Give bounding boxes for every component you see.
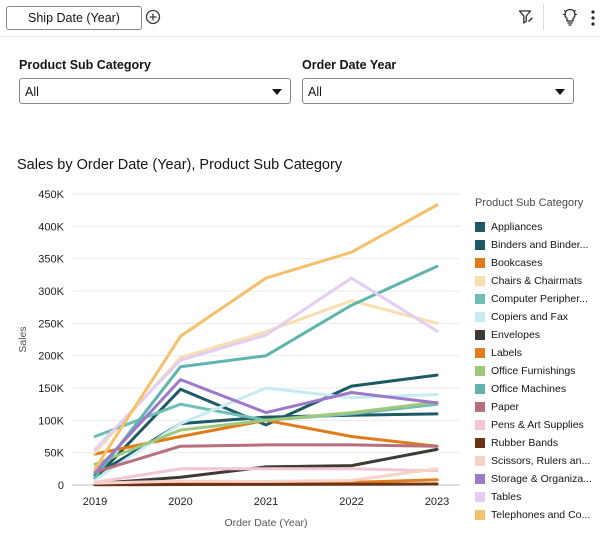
legend-label: Rubber Bands (491, 437, 559, 449)
bulb-icon[interactable] (562, 8, 578, 26)
legend-item-chairs-chairmats[interactable]: Chairs & Chairmats (475, 272, 600, 290)
order-date-year-label: Order Date Year (302, 58, 397, 72)
legend-item-paper[interactable]: Paper (475, 398, 600, 416)
legend-label: Appliances (491, 221, 543, 233)
legend-item-pens-art-supplies[interactable]: Pens & Art Supplies (475, 416, 600, 434)
legend-swatch (475, 276, 485, 286)
legend-swatch (475, 240, 485, 250)
product-sub-category-value: All (25, 85, 39, 99)
legend-item-envelopes[interactable]: Envelopes (475, 326, 600, 344)
legend-item-scissors-rulers-and-trimmers[interactable]: Scissors, Rulers an... (475, 452, 600, 470)
filter-edit-icon[interactable] (518, 9, 534, 25)
chevron-down-icon (555, 89, 565, 95)
order-date-year-value: All (308, 85, 322, 99)
chart-legend: Appliances Binders and Binder... Bookcases… (475, 218, 600, 524)
legend-item-labels[interactable]: Labels (475, 344, 600, 362)
chart-title: Sales by Order Date (Year), Product Sub … (17, 157, 343, 173)
legend-item-appliances[interactable]: Appliances (475, 218, 600, 236)
toolbar-divider (543, 4, 544, 30)
series-line-envelopes (93, 447, 439, 486)
legend-swatch (475, 258, 485, 268)
legend-label: Copiers and Fax (491, 311, 569, 323)
legend-label: Office Furnishings (491, 365, 576, 377)
line-chart: 0 50K 100K 150K 200K 250K 300K 350K 400K 450K 2019… (17, 189, 460, 529)
legend-swatch (475, 294, 485, 304)
legend-label: Pens & Art Supplies (491, 419, 584, 431)
series-line-office-machines (93, 264, 439, 479)
legend-swatch (475, 420, 485, 430)
x-tick-label: 2019 (83, 496, 107, 508)
legend-item-rubber-bands[interactable]: Rubber Bands (475, 434, 600, 452)
legend-swatch (475, 456, 485, 466)
legend-swatch (475, 330, 485, 340)
legend-item-tables[interactable]: Tables (475, 488, 600, 506)
x-tick-label: 2021 (254, 496, 278, 508)
y-tick-label: 450K (38, 189, 64, 201)
legend-item-copiers-and-fax[interactable]: Copiers and Fax (475, 308, 600, 326)
legend-label: Binders and Binder... (491, 239, 589, 251)
legend-item-storage-organization[interactable]: Storage & Organiza... (475, 470, 600, 488)
legend-item-office-furnishings[interactable]: Office Furnishings (475, 362, 600, 380)
legend-label: Labels (491, 347, 522, 359)
order-date-year-select[interactable]: All (302, 78, 574, 104)
legend-title: Product Sub Category (475, 197, 584, 209)
series-line-scissors-rulers-and-trimmers (93, 467, 439, 485)
series-line-storage-organization (93, 378, 439, 474)
legend-swatch (475, 222, 485, 232)
y-tick-label: 200K (38, 351, 64, 363)
y-tick-label: 100K (38, 415, 64, 427)
legend-item-computer-peripherals[interactable]: Computer Peripher... (475, 290, 600, 308)
x-tick-label: 2022 (339, 496, 363, 508)
toolbar: Ship Date (Year) (0, 0, 600, 37)
legend-swatch (475, 312, 485, 322)
more-vertical-icon[interactable] (591, 10, 595, 26)
series-line-appliances (93, 373, 439, 480)
legend-label: Bookcases (491, 257, 543, 269)
legend-swatch (475, 510, 485, 520)
legend-swatch (475, 474, 485, 484)
chevron-down-icon (272, 89, 282, 95)
legend-label: Chairs & Chairmats (491, 275, 583, 287)
series-line-telephones-and-communication (93, 203, 439, 471)
legend-swatch (475, 384, 485, 394)
legend-item-binders-and-binder-accessories[interactable]: Binders and Binder... (475, 236, 600, 254)
x-tick-label: 2023 (425, 496, 449, 508)
x-tick-label: 2020 (168, 496, 192, 508)
ship-date-year-chip[interactable]: Ship Date (Year) (6, 6, 142, 30)
y-axis-title: Sales (17, 326, 29, 352)
series-line-pens-art-supplies (93, 467, 439, 484)
legend-label: Scissors, Rulers an... (491, 455, 591, 467)
legend-label: Computer Peripher... (491, 293, 588, 305)
x-axis-title: Order Date (Year) (224, 517, 307, 529)
y-tick-label: 300K (38, 286, 64, 298)
legend-label: Envelopes (491, 329, 541, 341)
y-tick-label: 400K (38, 221, 64, 233)
series-line-tables (93, 276, 439, 451)
legend-item-bookcases[interactable]: Bookcases (475, 254, 600, 272)
legend-item-telephones-and-communication[interactable]: Telephones and Co... (475, 506, 600, 524)
legend-swatch (475, 438, 485, 448)
series-line-paper (93, 443, 439, 474)
product-sub-category-select[interactable]: All (19, 78, 291, 104)
legend-label: Tables (491, 491, 522, 503)
y-tick-label: 350K (38, 254, 64, 266)
legend-swatch (475, 492, 485, 502)
legend-swatch (475, 366, 485, 376)
legend-swatch (475, 348, 485, 358)
legend-label: Office Machines (491, 383, 567, 395)
series-line-office-furnishings (93, 400, 439, 466)
y-tick-label: 250K (38, 318, 64, 330)
legend-label: Paper (491, 401, 520, 413)
legend-label: Storage & Organiza... (491, 473, 592, 485)
y-tick-label: 150K (38, 383, 64, 395)
y-tick-label: 50K (44, 448, 64, 460)
plus-circle-icon[interactable] (145, 9, 161, 25)
legend-label: Telephones and Co... (491, 509, 591, 521)
legend-item-office-machines[interactable]: Office Machines (475, 380, 600, 398)
product-sub-category-label: Product Sub Category (19, 58, 151, 72)
y-tick-label: 0 (58, 480, 64, 492)
legend-swatch (475, 402, 485, 412)
series-line-rubber-bands (93, 482, 439, 487)
